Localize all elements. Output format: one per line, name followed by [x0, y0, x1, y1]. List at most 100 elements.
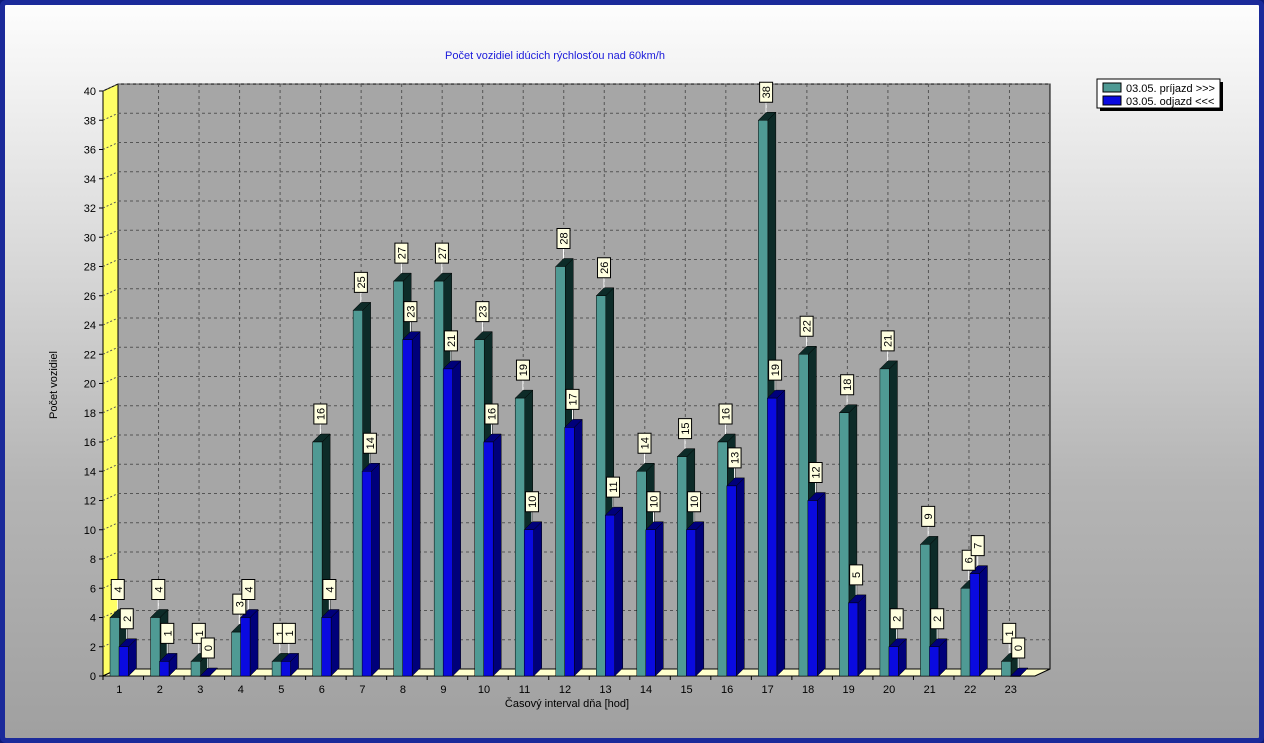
- x-tick-label: 4: [238, 684, 244, 696]
- bar-prijazd-9-front: [433, 280, 444, 677]
- data-label-odjazd-1-text: 2: [122, 616, 134, 622]
- legend-entry-1: 03.05. odjazd <<<: [1126, 96, 1214, 108]
- data-label-prijazd-19-box: [840, 374, 855, 396]
- data-label-odjazd-14-box: [646, 491, 661, 513]
- bar-odjazd-2: [158, 652, 178, 677]
- bar-prijazd-20-front: [879, 368, 890, 677]
- legend-swatch-1: [1102, 95, 1122, 106]
- bar-prijazd-10-front: [474, 339, 485, 677]
- y-tick-label: 22: [84, 349, 96, 361]
- data-label-prijazd-13-text: 26: [599, 262, 611, 274]
- data-label-odjazd-17-box: [768, 359, 783, 381]
- data-label-prijazd-9-text: 27: [437, 247, 449, 259]
- y-tick-label: 10: [84, 525, 96, 537]
- bar-prijazd-4-front: [231, 631, 242, 677]
- x-tick-label: 7: [359, 684, 365, 696]
- data-label-prijazd-5-text: 1: [275, 630, 287, 636]
- data-label-prijazd-6-box: [313, 403, 328, 425]
- data-label-prijazd-12-text: 28: [558, 232, 570, 244]
- y-tick-label: 40: [84, 86, 96, 98]
- x-tick-label: 10: [478, 684, 490, 696]
- data-label-odjazd-23-text: 0: [1013, 645, 1025, 651]
- data-label-prijazd-4-text: 3: [234, 601, 246, 607]
- data-label-odjazd-13-text: 11: [608, 481, 620, 492]
- gridline-side: [102, 405, 119, 414]
- data-label-odjazd-12-text: 17: [567, 393, 579, 405]
- bar-odjazd-16-front: [726, 485, 737, 677]
- bar-odjazd-12: [564, 418, 583, 677]
- data-label-prijazd-2-box: [151, 579, 166, 600]
- x-tick-label: 19: [843, 684, 855, 696]
- gridline-side: [102, 376, 119, 384]
- data-label-prijazd-14-text: 14: [640, 437, 652, 449]
- bar-odjazd-6: [321, 608, 340, 677]
- bar-odjazd-18-side: [817, 491, 826, 677]
- bar-odjazd-11-front: [523, 529, 534, 677]
- gridline-side: [102, 317, 119, 326]
- x-tick-label: 16: [721, 684, 733, 696]
- bar-odjazd-15-front: [686, 529, 697, 677]
- data-label-prijazd-12-box: [556, 228, 571, 249]
- bar-odjazd-23-front: [1010, 675, 1021, 677]
- gridline-side: [102, 346, 119, 355]
- bar-odjazd-8-front: [402, 339, 413, 677]
- bar-prijazd-22-front: [960, 588, 971, 677]
- data-label-odjazd-10-box: [484, 403, 499, 425]
- bar-prijazd-23-front: [1001, 661, 1012, 677]
- data-label-prijazd-11-text: 19: [518, 364, 530, 376]
- data-label-odjazd-6-text: 4: [324, 586, 336, 592]
- data-label-prijazd-7-box: [353, 271, 368, 293]
- y-tick-label: 16: [84, 437, 96, 449]
- data-label-prijazd-9-box: [434, 242, 449, 264]
- data-label-odjazd-15-box: [687, 491, 702, 513]
- bar-odjazd-13-side: [614, 506, 624, 677]
- data-label-prijazd-7-text: 25: [356, 276, 368, 288]
- data-label-odjazd-19-box: [849, 564, 864, 586]
- bar-odjazd-21: [928, 638, 948, 677]
- x-tick-label: 17: [761, 684, 773, 696]
- bar-odjazd-15: [685, 521, 705, 677]
- bar-odjazd-8: [402, 331, 421, 677]
- y-axis-label: Počet vozidiel: [48, 351, 60, 419]
- bar-odjazd-10: [483, 433, 502, 677]
- x-tick-label: 2: [157, 684, 163, 696]
- bar-odjazd-22-side: [979, 565, 988, 677]
- data-label-odjazd-7-text: 14: [365, 437, 377, 449]
- data-label-prijazd-16-text: 16: [721, 408, 733, 420]
- y-tick-label: 20: [84, 379, 96, 391]
- data-label-odjazd-3-text: 0: [203, 645, 215, 651]
- x-tick-label: 6: [319, 684, 325, 696]
- bar-odjazd-14-front: [645, 529, 656, 677]
- x-tick-label: 3: [197, 684, 203, 696]
- data-label-odjazd-14-text: 10: [649, 496, 661, 508]
- bar-odjazd-13: [604, 506, 624, 677]
- data-label-odjazd-21-text: 2: [932, 616, 944, 622]
- gridline-side: [102, 463, 119, 472]
- data-label-odjazd-5-box: [281, 622, 296, 644]
- data-label-odjazd-23-box: [1011, 637, 1026, 659]
- y-tick-label: 36: [84, 145, 96, 157]
- gridline-side: [102, 142, 119, 150]
- x-tick-label: 20: [883, 684, 895, 696]
- data-label-odjazd-8-text: 23: [405, 306, 417, 318]
- data-label-odjazd-9-box: [443, 330, 458, 352]
- gridline-side: [102, 551, 119, 560]
- x-tick-label: 9: [440, 684, 446, 696]
- bar-odjazd-22-front: [969, 573, 980, 677]
- data-label-odjazd-3-box: [200, 637, 215, 659]
- data-label-prijazd-17-text: 38: [761, 86, 773, 98]
- bar-odjazd-21-front: [929, 646, 940, 677]
- data-label-prijazd-14-box: [637, 432, 652, 454]
- data-label-prijazd-23-text: 1: [1004, 630, 1016, 636]
- bar-odjazd-17-front: [767, 397, 778, 677]
- bar-odjazd-19: [847, 594, 867, 677]
- y-tick-label: 26: [84, 291, 96, 303]
- bar-odjazd-22: [969, 565, 989, 677]
- bar-odjazd-16-side: [736, 477, 745, 677]
- bar-prijazd-1-front: [109, 617, 120, 677]
- data-label-odjazd-20-text: 2: [892, 616, 904, 622]
- data-label-prijazd-1-text: 4: [113, 586, 125, 592]
- bar-odjazd-1-front: [118, 646, 129, 677]
- bar-prijazd-14-front: [636, 471, 647, 677]
